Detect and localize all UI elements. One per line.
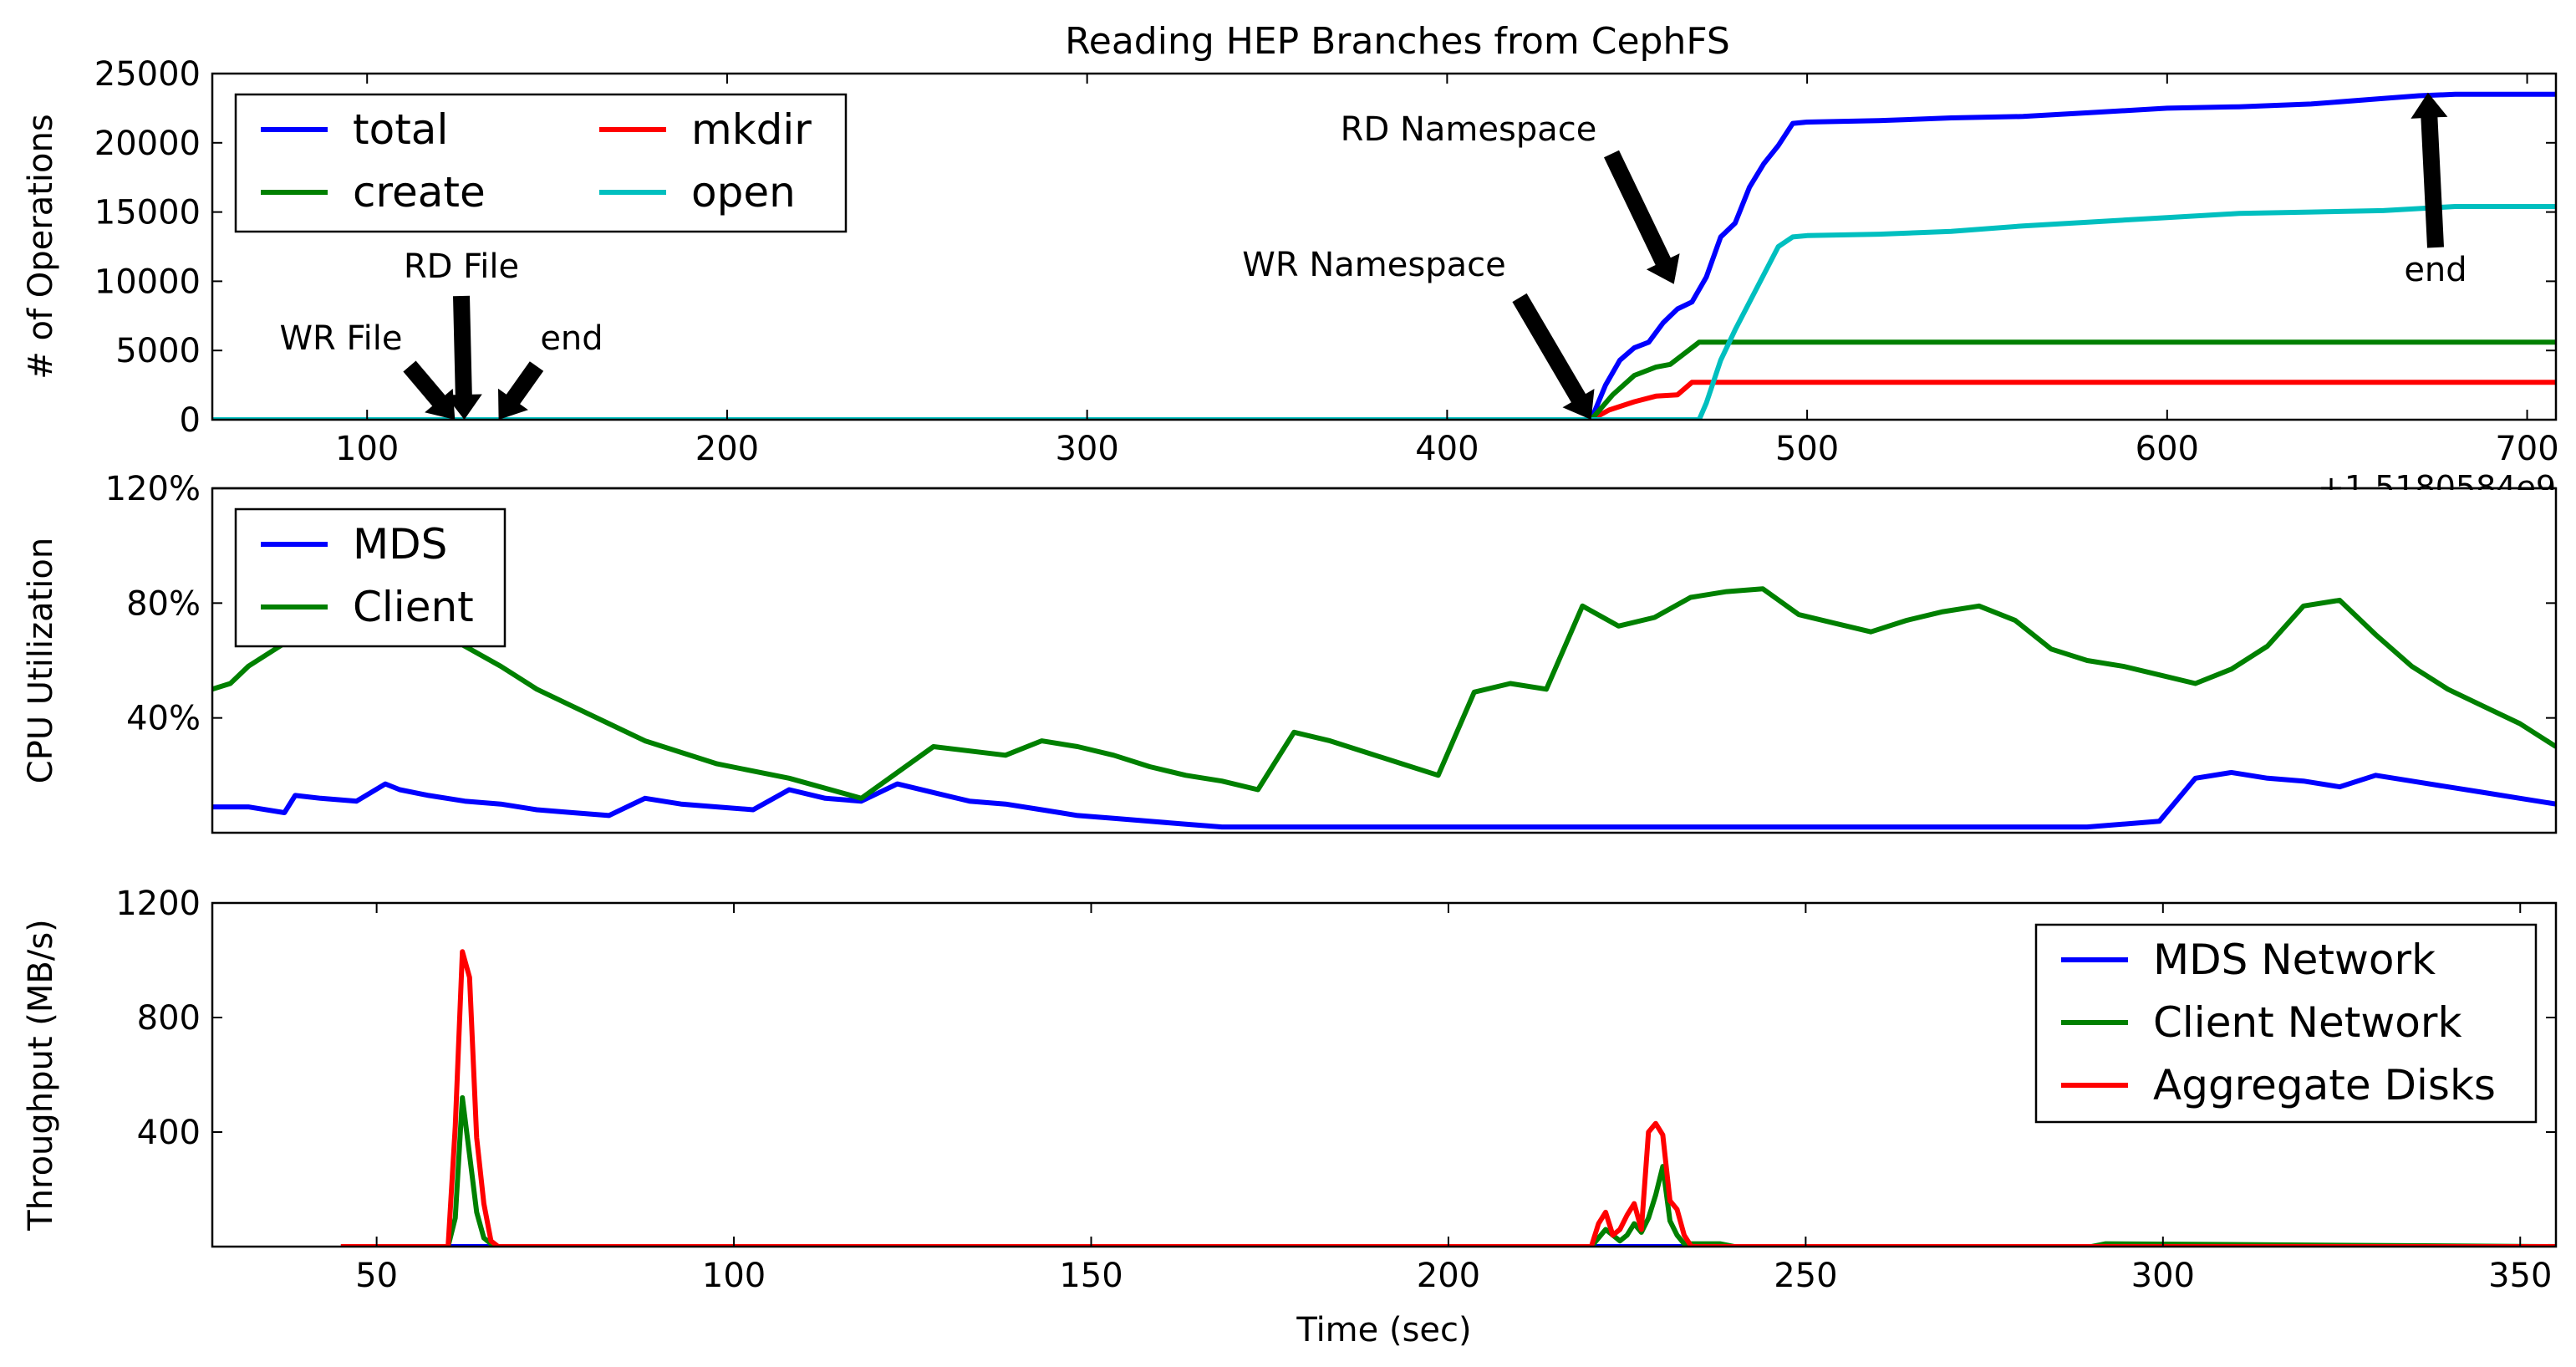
- series-line-total: [212, 91, 2556, 420]
- legend-label-client-network: Client Network: [2153, 998, 2461, 1047]
- series-group: [340, 949, 2556, 1247]
- y-tick-label: 20000: [94, 125, 201, 163]
- x-tick-label: 250: [1774, 1257, 1837, 1295]
- legend-label-mds-network: MDS Network: [2153, 936, 2436, 984]
- y-axis-label: CPU Utilization: [22, 538, 60, 783]
- y-tick-label: 400: [137, 1114, 201, 1152]
- legend-label-client: Client: [353, 583, 474, 631]
- legend-box: [234, 93, 848, 233]
- series-line-create: [212, 339, 2556, 420]
- legend-box: [234, 508, 507, 648]
- legend-label-open: open: [691, 168, 796, 217]
- x-tick-label: 400: [1415, 430, 1479, 468]
- x-axis-label: Time (sec): [1296, 1311, 1471, 1349]
- chart-panels: 0 5000 10000 15000 20000 25000 100 200 300 400 500…: [22, 55, 2559, 1349]
- chart-title: Reading HEP Branches from CephFS: [1065, 20, 1730, 63]
- plot-frame: [211, 901, 2558, 1248]
- legend-label-mkdir: mkdir: [691, 105, 812, 154]
- x-tick-label: 200: [695, 430, 759, 468]
- legend-label-mds: MDS: [353, 520, 447, 569]
- y-tick-label: 10000: [94, 263, 201, 301]
- annotation-wr-namespace: WR Namespace: [1242, 246, 1505, 284]
- y-tick-label: 80%: [126, 584, 201, 623]
- annotation-arrow-end-file: [498, 361, 544, 420]
- series-line-aggregate-disks: [340, 949, 2556, 1247]
- y-axis-label: Throughput (MB/s): [22, 919, 60, 1232]
- annotation-arrow-end-namespace: [2411, 92, 2448, 248]
- annotation-arrow-wr-file: [403, 360, 456, 420]
- legend-panel-3: MDS Network Client Network Aggregate Disks: [2034, 923, 2538, 1124]
- y-tick-label: 0: [180, 401, 201, 440]
- x-tick-label: 100: [335, 430, 399, 468]
- annotation-arrow-rd-namespace: [1604, 150, 1680, 284]
- x-tick-label: 350: [2488, 1257, 2552, 1295]
- y-tick-label: 1200: [115, 885, 201, 923]
- annotation-arrow-wr-namespace: [1512, 293, 1595, 420]
- annotation-rd-namespace: RD Namespace: [1341, 110, 1597, 149]
- x-tick-label: 300: [1055, 430, 1118, 468]
- legend-panel-1: total mkdir create open: [234, 93, 848, 233]
- legend-label-create: create: [353, 168, 486, 217]
- legend-panel-2: MDS Client: [234, 508, 507, 648]
- x-tick-label: 150: [1059, 1257, 1123, 1295]
- y-tick-label: 800: [137, 999, 201, 1038]
- plot-frame: [211, 72, 2558, 421]
- y-tick-label: 120%: [105, 470, 201, 508]
- y-tick-label: 40%: [126, 700, 201, 738]
- x-tick-label: 50: [355, 1257, 398, 1295]
- y-tick-label: 25000: [94, 55, 201, 94]
- x-tick-label: 600: [2136, 430, 2199, 468]
- legend-label-aggregate-disks: Aggregate Disks: [2153, 1061, 2496, 1109]
- x-tick-label: 300: [2131, 1257, 2195, 1295]
- y-tick-label: 5000: [115, 332, 201, 370]
- offset-mask: [214, 490, 2554, 515]
- series-line-open: [212, 204, 2556, 420]
- y-axis-label: # of Operations: [22, 114, 60, 379]
- x-tick-label: 500: [1775, 430, 1839, 468]
- annotation-wr-file: WR File: [280, 319, 403, 358]
- annotation-rd-file: RD File: [404, 247, 519, 286]
- series-group: [212, 91, 2556, 420]
- annotation-arrow-rd-file: [445, 295, 482, 420]
- annotation-end-namespace: end: [2404, 251, 2467, 289]
- legend-label-total: total: [353, 105, 448, 154]
- x-tick-label: 100: [702, 1257, 766, 1295]
- series-line-mds: [212, 769, 2556, 830]
- annotation-end-file: end: [540, 319, 603, 358]
- x-tick-label: 700: [2495, 430, 2558, 468]
- y-tick-label: 15000: [94, 194, 201, 232]
- x-tick-label: 200: [1417, 1257, 1480, 1295]
- series-line-client-network: [340, 1094, 2556, 1247]
- panel-3: 400 800 1200 50 100 150 200 250 300 350 Throughput…: [22, 885, 2558, 1349]
